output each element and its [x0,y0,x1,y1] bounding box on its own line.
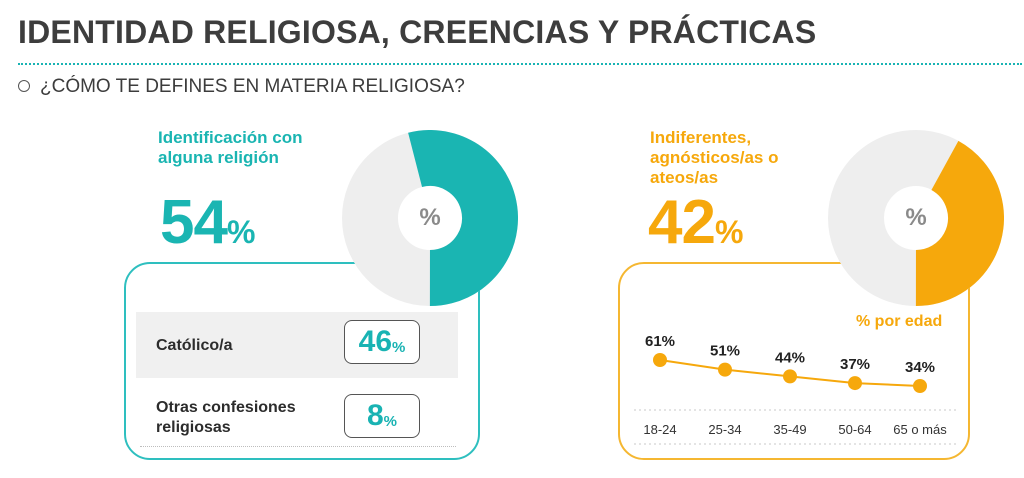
nonbeliever-value: 42% [648,192,743,254]
age-value-label: 37% [840,356,870,373]
age-tick-label: 25-34 [708,422,741,437]
religion-donut-segment [342,130,518,306]
age-value-label: 34% [905,359,935,376]
otras-confesiones-value-box: 8% [344,394,420,438]
rows-bottom-divider [140,446,456,447]
otras-confesiones-label: Otras confesiones religiosas [156,398,296,438]
religion-label: Identificación con alguna religión [158,128,303,168]
page-title: IDENTIDAD RELIGIOSA, CREENCIAS Y PRÁCTIC… [18,14,817,50]
age-line-chart: 61% 18-24 51% 25-34 44% 35-49 37% 50-64 34% 65 o … [634,333,956,445]
nonbeliever-label: Indiferentes, agnósticos/as o ateos/as [650,128,778,188]
age-value-label: 61% [645,333,675,350]
age-tick-label: 18-24 [643,422,676,437]
age-point-35-49 [783,369,797,384]
age-tick-label: 35-49 [773,422,806,437]
age-point-25-34 [718,362,732,377]
otras-label-line1: Otras confesiones [156,399,296,416]
nonbeliever-value-pct: % [714,214,744,250]
age-point-50-64 [848,376,862,391]
catolico-value-pct: % [392,338,406,356]
religion-donut [342,130,518,306]
nonbeliever-donut [828,130,1004,306]
otras-confesiones-value: 8 [366,399,384,432]
question-bullet-icon [18,80,30,92]
catolico-label: Católico/a [156,337,233,354]
otras-confesiones-value-pct: % [383,412,398,430]
religion-donut-hole [402,190,458,246]
title-divider [18,63,1022,65]
nonbeliever-donut-percent-icon: % [905,204,927,231]
question-text: ¿CÓMO TE DEFINES EN MATERIA RELIGIOSA? [40,76,465,97]
nonbeliever-label-line1: Indiferentes, [650,128,752,147]
religion-value: 54% [160,192,255,254]
religion-value-number: 54 [160,188,228,257]
age-tick-label: 50-64 [838,422,871,437]
religion-label-line1: Identificación con [158,128,303,147]
nonbeliever-label-line2: agnósticos/as o [650,148,779,167]
age-value-label: 51% [710,343,740,360]
age-tick-label: 65 o más [893,422,947,437]
religion-donut-percent-icon: % [419,204,441,231]
age-point-65 o más [913,379,927,393]
nonbeliever-label-line3: ateos/as [650,168,719,187]
otras-label-line2: religiosas [156,419,231,436]
religion-value-pct: % [226,214,256,250]
nonbeliever-donut-hole [888,190,944,246]
catolico-value-box: 46% [344,320,420,364]
religion-label-line2: alguna religión [158,148,279,167]
catolico-value: 46 [358,325,393,358]
age-chart-title: % por edad [856,313,943,330]
age-value-label: 44% [775,349,805,366]
age-point-18-24 [653,353,667,367]
nonbeliever-value-number: 42 [648,188,716,257]
